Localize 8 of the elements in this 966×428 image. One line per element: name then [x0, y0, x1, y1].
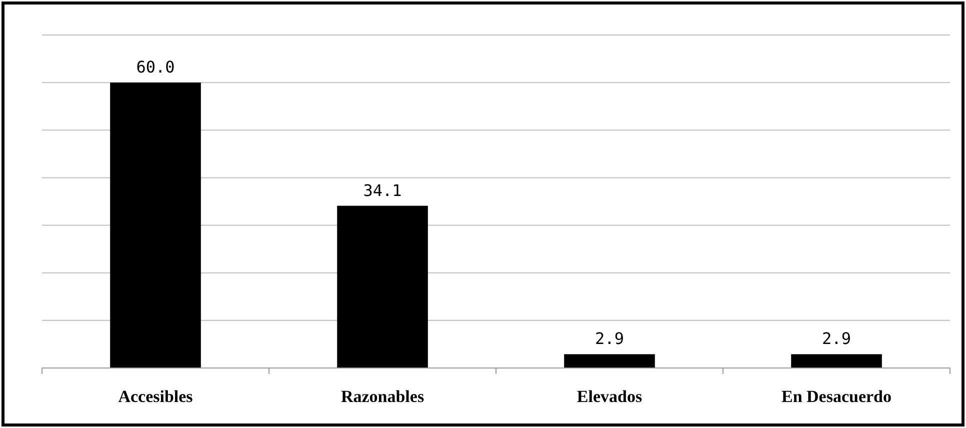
- data-label: 2.9: [595, 329, 624, 348]
- x-tick-label: En Desacuerdo: [781, 387, 892, 406]
- x-tick-label: Elevados: [576, 387, 642, 406]
- data-label: 60.0: [136, 58, 175, 77]
- data-label: 34.1: [363, 180, 402, 200]
- x-tick-label: Razonables: [340, 387, 424, 406]
- x-tick-label: Accesibles: [118, 387, 194, 406]
- data-label: 2.9: [822, 329, 851, 348]
